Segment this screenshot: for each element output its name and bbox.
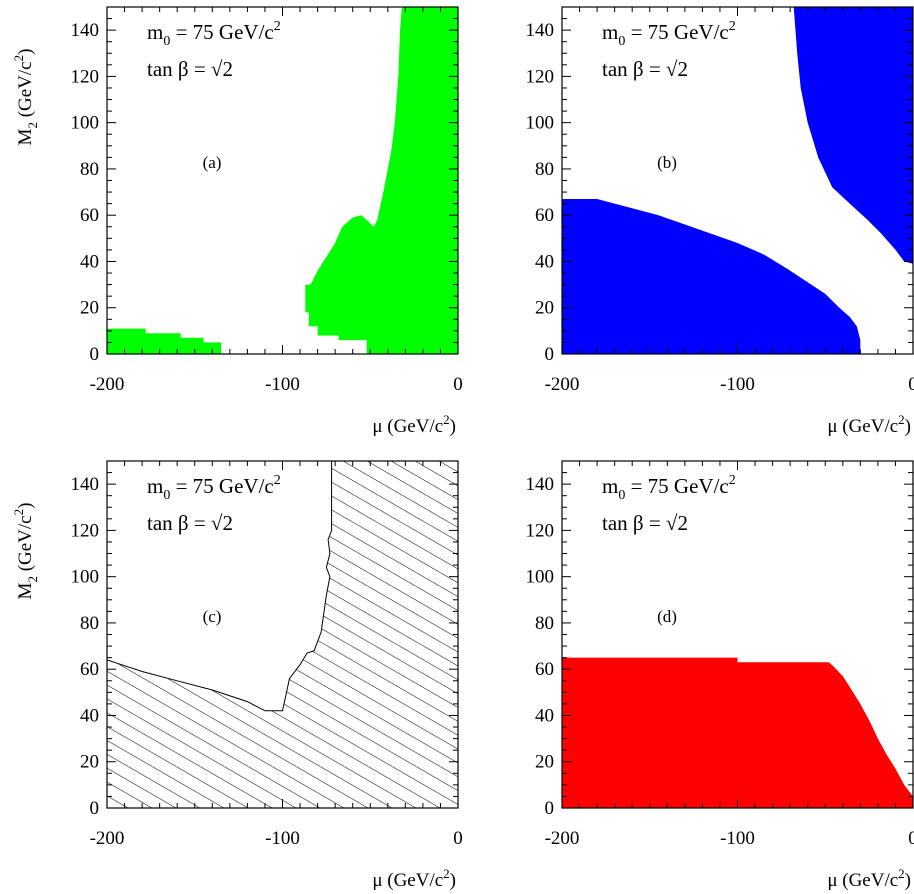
panel-d: 0 20 40 60 80 100 120 140 -200 -100 0 μ (GeV/c2) m0 … <box>526 460 914 891</box>
annotation-tanbeta: tan β = √2 <box>602 57 688 81</box>
panel-a: 0 20 40 60 80 100 120 140 -200 -100 0 μ (GeV/c2) M2 … <box>11 6 463 437</box>
annotation-m0: m0 = 75 GeV/c2 <box>147 473 281 503</box>
annotation-tanbeta: tan β = √2 <box>147 57 233 81</box>
x-tick-label: -200 <box>90 374 125 395</box>
y-tick-label: 140 <box>71 474 100 495</box>
annotation-m0: m0 = 75 GeV/c2 <box>602 473 736 503</box>
y-tick-label: 40 <box>535 705 554 726</box>
y-tick-label: 20 <box>535 752 554 773</box>
y-tick-label: 20 <box>80 752 99 773</box>
x-tick-label: -100 <box>720 828 755 849</box>
y-tick-label: 40 <box>535 251 554 272</box>
x-tick-label: -100 <box>720 374 755 395</box>
plot-area <box>562 657 913 808</box>
annotation-tanbeta: tan β = √2 <box>147 511 233 535</box>
panel-label: (b) <box>657 153 677 172</box>
y-tick-label: 120 <box>526 66 555 87</box>
x-axis-label: μ (GeV/c2) <box>827 412 911 437</box>
y-tick-label: 140 <box>71 20 100 41</box>
x-tick-label: -200 <box>545 374 580 395</box>
y-tick-label: 60 <box>80 659 99 680</box>
x-tick-label: 0 <box>453 374 463 395</box>
exclusion-boundary <box>107 461 333 712</box>
panel-b: 0 20 40 60 80 100 120 140 -200 -100 0 μ (GeV/c2) m0 … <box>526 6 914 437</box>
y-tick-label: 0 <box>90 344 100 365</box>
y-tick-label: 0 <box>90 798 100 819</box>
y-tick-label: 80 <box>80 159 99 180</box>
y-tick-label: 60 <box>80 205 99 226</box>
plot-area <box>107 7 458 354</box>
excluded-region-2 <box>793 7 913 264</box>
x-axis-label: μ (GeV/c2) <box>372 412 456 437</box>
x-tick-label: -100 <box>265 374 300 395</box>
annotation-tanbeta: tan β = √2 <box>602 511 688 535</box>
x-tick-label: -200 <box>545 828 580 849</box>
x-tick-label: 0 <box>908 828 914 849</box>
x-tick-label: 0 <box>908 374 914 395</box>
excluded-region-1 <box>562 199 861 354</box>
y-tick-label: 80 <box>80 613 99 634</box>
y-tick-label: 140 <box>526 474 555 495</box>
panel-label: (d) <box>657 607 677 626</box>
y-tick-label: 120 <box>71 66 100 87</box>
excluded-region-1 <box>562 657 913 808</box>
annotation-m0: m0 = 75 GeV/c2 <box>147 19 281 49</box>
y-tick-label: 80 <box>535 613 554 634</box>
y-tick-label: 60 <box>535 659 554 680</box>
y-tick-label: 0 <box>545 344 555 365</box>
y-tick-label: 80 <box>535 159 554 180</box>
excluded-region-2 <box>305 7 458 354</box>
y-tick-label: 60 <box>535 205 554 226</box>
panel-label: (a) <box>203 153 222 172</box>
y-tick-label: 20 <box>535 298 554 319</box>
excluded-region-1 <box>107 328 222 354</box>
y-tick-label: 100 <box>526 567 555 588</box>
x-axis-label: μ (GeV/c2) <box>827 866 911 891</box>
y-axis-label: M2 (GeV/c2) <box>11 503 40 600</box>
plot-area <box>562 7 913 354</box>
x-tick-label: -100 <box>265 828 300 849</box>
x-tick-label: 0 <box>453 828 463 849</box>
y-tick-label: 100 <box>71 113 100 134</box>
y-tick-label: 40 <box>80 705 99 726</box>
y-tick-label: 0 <box>545 798 555 819</box>
y-tick-label: 100 <box>526 113 555 134</box>
y-tick-label: 100 <box>71 567 100 588</box>
plot-area <box>107 461 458 808</box>
x-axis-label: μ (GeV/c2) <box>372 866 456 891</box>
y-tick-label: 140 <box>526 20 555 41</box>
y-tick-label: 120 <box>526 520 555 541</box>
hatched-region <box>107 461 458 808</box>
y-tick-label: 120 <box>71 520 100 541</box>
y-tick-label: 40 <box>80 251 99 272</box>
panel-c: 0 20 40 60 80 100 120 140 -200 -100 0 μ (GeV/c2) M2 … <box>11 460 463 891</box>
annotation-m0: m0 = 75 GeV/c2 <box>602 19 736 49</box>
x-tick-label: -200 <box>90 828 125 849</box>
panel-label: (c) <box>203 607 222 626</box>
y-axis-label: M2 (GeV/c2) <box>11 49 40 146</box>
y-tick-label: 20 <box>80 298 99 319</box>
